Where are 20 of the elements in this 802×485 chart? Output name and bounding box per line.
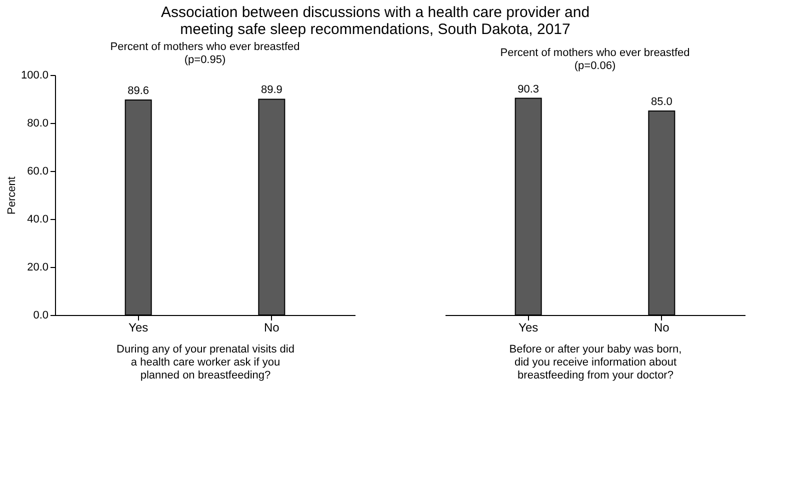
y-tick-label: 0.0 — [33, 310, 48, 322]
data-label: 89.6 — [128, 84, 150, 97]
chart-title: Association between discussions with a health care provider and meeting safe sleep recommendations, South Dakota, 2017 — [160, 4, 590, 38]
x-axis-title: Before or after your baby was born, did you receive information about breastfeeding from your doctor? — [509, 344, 682, 382]
x-tick-label: No — [264, 320, 280, 334]
x-tick-label: No — [654, 320, 670, 334]
chart-subtitle: Percent of mothers who ever breastfed (p=0.95) — [110, 41, 300, 66]
y-axis-title: Percent — [6, 176, 18, 214]
chart-subtitle: Percent of mothers who ever breastfed (p=0.06) — [500, 47, 690, 72]
y-tick-label: 60.0 — [27, 166, 48, 178]
y-tick-label: 40.0 — [27, 214, 48, 226]
data-label: 89.9 — [260, 84, 282, 96]
y-tick-label: 80.0 — [27, 118, 48, 130]
x-axis-title: During any of your prenatal visits did a health care worker ask if you planned on breastfeeding? — [116, 344, 294, 382]
y-tick-label: 20.0 — [27, 262, 48, 274]
x-tick-label: Yes — [518, 320, 538, 334]
x-tick-label: Yes — [128, 320, 148, 334]
y-tick-label: 100.0 — [20, 70, 48, 82]
data-label: 90.3 — [518, 83, 540, 96]
data-label: 85.0 — [650, 96, 672, 108]
